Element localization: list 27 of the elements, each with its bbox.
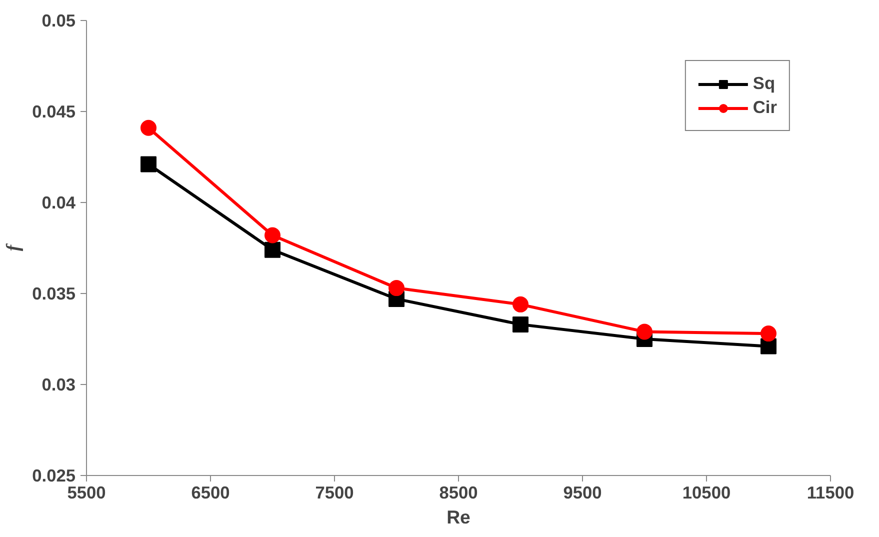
y-axis-title: f [3,243,24,252]
point [264,227,280,244]
x-tick-label: 11500 [806,482,854,502]
point [760,326,776,342]
point [512,296,528,312]
point [140,120,156,136]
y-tick-label: 0.03 [42,374,76,394]
point [636,324,652,340]
legend-label: Sq [752,73,776,94]
x-axis-title: Re [446,506,470,528]
y-tick-label: 0.045 [32,102,76,122]
point [512,316,528,332]
x-tick-label: 7500 [315,482,354,502]
y-tick-label: 0.05 [42,10,76,30]
y-tick-label: 0.025 [32,466,76,486]
x-tick-label: 6500 [191,482,230,502]
x-tick-label: 8500 [439,482,478,502]
x-tick-label: 9500 [563,482,602,502]
legend-label: Cir [752,97,777,118]
x-tick-label: 5500 [67,482,106,502]
point [140,156,156,172]
point [264,242,280,258]
x-tick-label: 10500 [682,482,731,502]
point [388,280,404,296]
point [760,338,776,354]
y-tick-label: 0.04 [42,192,76,212]
y-tick-label: 0.035 [32,284,76,304]
